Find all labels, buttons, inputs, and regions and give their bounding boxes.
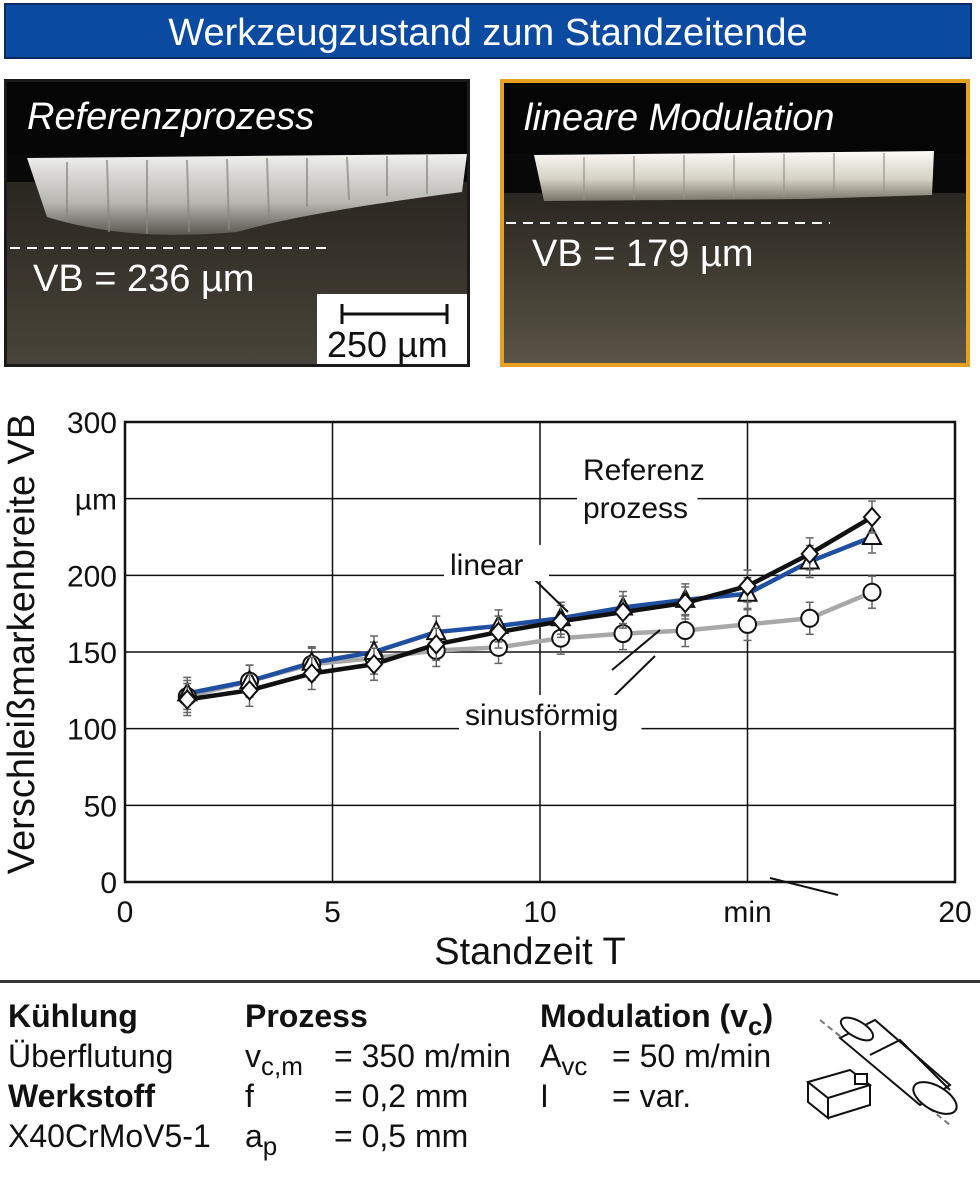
y-tick-label: 100	[67, 714, 117, 747]
x-tick-label: 0	[117, 896, 134, 929]
turning-setup-icon	[805, 1016, 958, 1126]
modulation-subscript: vc	[561, 1051, 588, 1081]
modulation-heading-text: Modulation (v	[540, 998, 748, 1034]
process-symbol: v	[245, 1038, 261, 1074]
annotation-sinus: sinusförmig	[465, 699, 618, 732]
process-value: = 350 m/min	[334, 1038, 511, 1074]
leader-sinus	[611, 655, 656, 699]
modulation-row-av: Avc	[540, 1036, 587, 1086]
marker-diamond	[551, 610, 571, 632]
series-line-diamond	[186, 515, 874, 702]
tool-photo-linear: lineare Modulation VB = 179 µm	[500, 79, 970, 367]
marker-diamond	[675, 592, 695, 614]
x-tick-label: 5	[324, 896, 341, 929]
modulation-value: = var.	[612, 1078, 692, 1114]
leader-linear-2	[611, 629, 661, 671]
annotation-referenz-bg	[577, 488, 698, 524]
tool-wear-image-linear	[504, 83, 966, 363]
chart-grid	[124, 421, 956, 883]
marker-diamond	[862, 506, 882, 528]
modulation-symbol: I	[540, 1078, 549, 1114]
process-heading: Prozess	[245, 998, 368, 1034]
x-tick-label: 10	[523, 896, 556, 929]
vb-label-linear: VB = 179 µm	[532, 233, 754, 275]
modulation-heading-end: )	[762, 998, 774, 1034]
page-title: Werkzeugzustand zum Standzeitende	[4, 3, 972, 59]
process-symbol: a	[245, 1118, 263, 1154]
chart-annotations: Referenz prozess linear sinusförmig	[444, 450, 839, 896]
marker-diamond	[800, 543, 820, 565]
x-axis-title: Standzeit T	[434, 931, 626, 973]
annotation-referenz-bg	[577, 450, 713, 486]
process-subscript: p	[262, 1131, 278, 1161]
modulation-heading-sub: c	[747, 1011, 763, 1041]
process-row-ap: ap	[245, 1116, 277, 1166]
y-tick-label: 50	[84, 790, 117, 823]
photo-title-linear: lineare Modulation	[524, 97, 835, 139]
marker-diamond	[364, 653, 384, 675]
marker-diamond	[177, 689, 197, 711]
marker-diamond	[738, 575, 757, 597]
x-tick-label: 20	[938, 896, 971, 929]
annotation-linear: linear	[450, 549, 523, 582]
marker-circle	[862, 582, 882, 602]
chart-axes: 0 50 100 150 200 µm 300 0 5 10 min 20 Standzeit T Ver…	[1, 407, 972, 973]
material-value: X40CrMoV5-1	[8, 1118, 211, 1154]
photo-title-reference: Referenzprozess	[27, 96, 315, 138]
series-line-triangle	[186, 534, 873, 696]
process-value: = 0,2 mm	[334, 1078, 469, 1114]
y-axis-title: Verschleißmarkenbreite VB	[1, 414, 43, 874]
marker-triangle	[861, 524, 883, 545]
annotation-linear-bg	[444, 545, 549, 581]
marker-circle	[800, 608, 820, 628]
marker-circle	[738, 614, 757, 634]
marker-diamond	[489, 621, 508, 643]
annotation-referenz: Referenz	[583, 454, 705, 487]
y-tick-label: 300	[67, 407, 117, 440]
marker-diamond	[613, 601, 633, 623]
marker-diamond	[302, 662, 322, 684]
annotation-sinus-bg	[459, 695, 642, 731]
cooling-heading: Kühlung	[8, 998, 138, 1034]
modulation-symbol: A	[540, 1038, 562, 1074]
y-tick-label: µm	[75, 484, 117, 517]
leader-linear	[534, 579, 569, 613]
tool-wear-image-reference	[7, 82, 467, 364]
material-heading: Werkstoff	[8, 1078, 155, 1114]
marker-diamond	[240, 679, 259, 701]
scale-bar-line	[340, 304, 449, 324]
scale-bar: 250 µm	[317, 294, 467, 364]
marker-diamond	[426, 633, 446, 655]
tool-photo-reference: Referenzprozess VB = 236 µm 250 µm	[4, 79, 470, 367]
cooling-value: Überflutung	[8, 1038, 174, 1074]
x-tick-label: min	[723, 896, 771, 929]
process-value: = 0,5 mm	[334, 1118, 469, 1154]
y-tick-label: 150	[67, 637, 117, 670]
leader-referenz	[769, 877, 839, 896]
process-row-vc: vc,m	[245, 1036, 303, 1086]
process-subscript: c,m	[261, 1051, 303, 1081]
footer-divider	[0, 980, 980, 983]
modulation-value: = 50 m/min	[612, 1038, 772, 1074]
plot-frame	[123, 420, 957, 884]
marker-circle	[675, 621, 695, 641]
chart-series	[176, 500, 883, 717]
scale-bar-label: 250 µm	[327, 324, 448, 365]
y-tick-label: 0	[100, 867, 117, 900]
annotation-referenz: prozess	[583, 492, 688, 525]
modulation-heading: Modulation (vc)	[540, 996, 773, 1046]
process-symbol: f	[245, 1078, 254, 1114]
y-tick-label: 200	[67, 560, 117, 593]
vb-label-reference: VB = 236 µm	[33, 258, 255, 300]
